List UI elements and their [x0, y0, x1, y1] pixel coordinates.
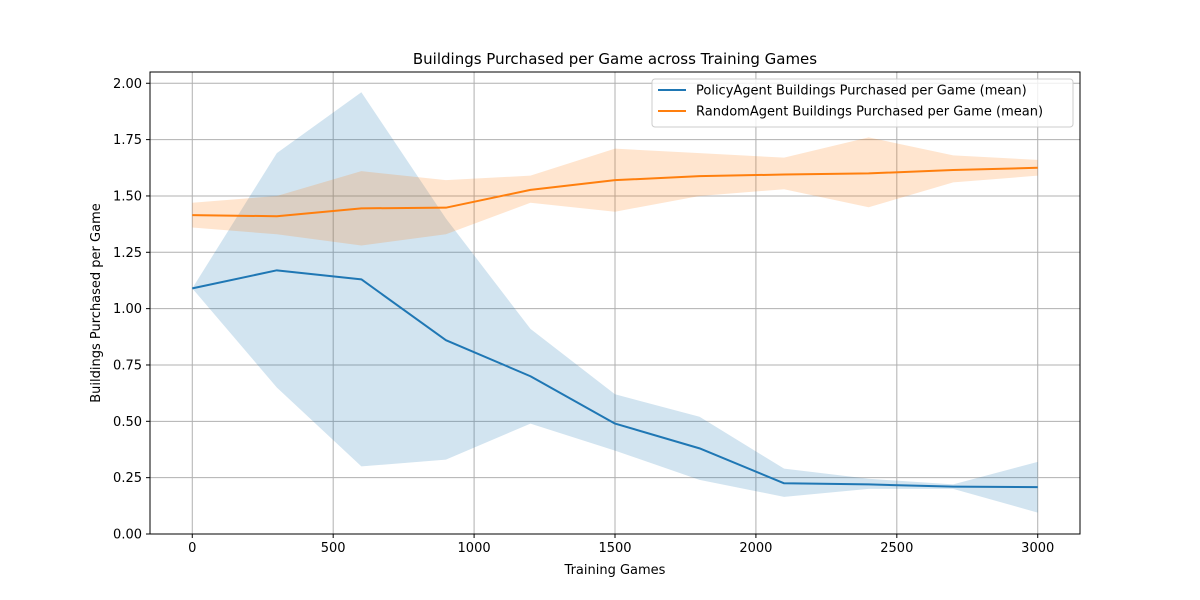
x-axis-ticks: 0 500 1000 1500 2000 2500 3000: [188, 534, 1054, 556]
legend: PolicyAgent Buildings Purchased per Game…: [651, 78, 1074, 128]
y-tick-label: 0.00: [113, 528, 142, 543]
x-tick-label: 2000: [739, 541, 772, 556]
y-tick-label: 0.50: [113, 415, 142, 430]
y-tick-label: 1.00: [113, 302, 142, 317]
y-axis-label: Buildings Purchased per Game: [89, 203, 104, 403]
y-axis-ticks: 0.00 0.25 0.50 0.75 1.00 1.25 1.50 1.75 2.00: [113, 77, 150, 543]
series-lines: [192, 166, 1038, 489]
confidence-band-1: [192, 92, 1038, 513]
legend-entry-label: RandomAgent Buildings Purchased per Game…: [696, 105, 1043, 120]
legend-box: [651, 78, 1074, 128]
y-tick-label: 1.75: [113, 133, 142, 148]
x-tick-label: 500: [321, 541, 346, 556]
confidence-bands: [192, 92, 1038, 513]
y-tick-label: 2.00: [113, 77, 142, 92]
legend-entry-label: PolicyAgent Buildings Purchased per Game…: [696, 84, 1027, 99]
x-tick-label: 1000: [458, 541, 491, 556]
x-axis-label: Training Games: [564, 563, 666, 578]
x-tick-label: 2500: [880, 541, 913, 556]
x-tick-label: 1500: [598, 541, 631, 556]
x-tick-label: 3000: [1021, 541, 1054, 556]
y-tick-label: 0.25: [113, 471, 142, 486]
chart-title: Buildings Purchased per Game across Trai…: [413, 50, 817, 68]
y-tick-label: 1.50: [113, 189, 142, 204]
y-tick-label: 1.25: [113, 246, 142, 261]
x-tick-label: 0: [188, 541, 196, 556]
confidence-band-2: [192, 137, 1038, 246]
y-tick-label: 0.75: [113, 358, 142, 373]
